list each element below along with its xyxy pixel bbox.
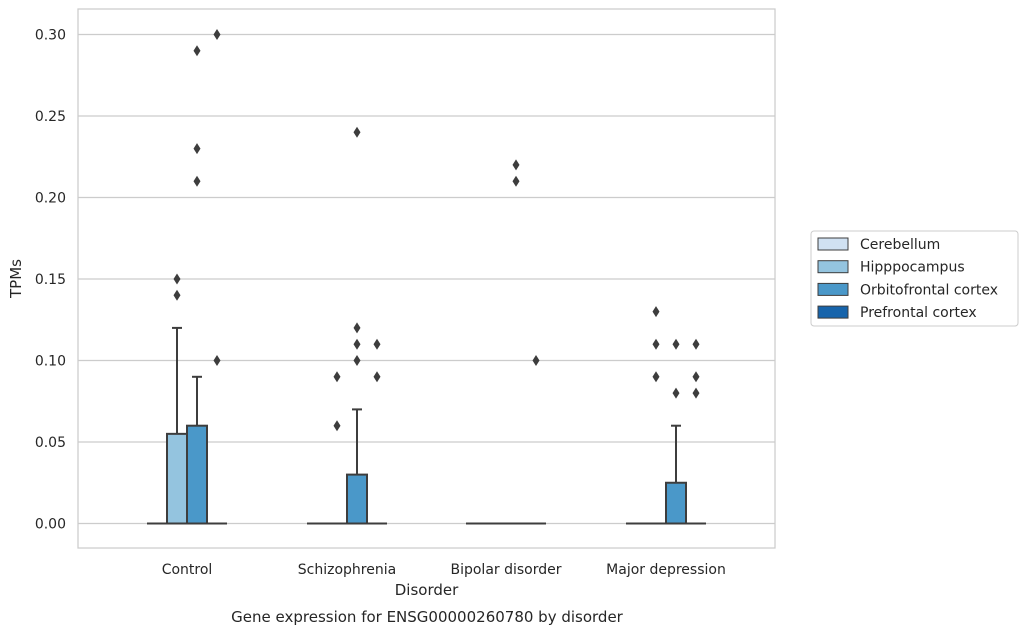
plot-frame: [77, 8, 776, 549]
x-axis-title: Disorder: [395, 581, 459, 599]
outlier-point: [512, 175, 520, 187]
y-tick-label: 0.15: [35, 272, 66, 288]
box-body: [346, 473, 368, 525]
outlier-point: [353, 355, 361, 366]
legend-label: Orbitofrontal cortex: [860, 282, 998, 298]
outlier-point: [692, 338, 700, 350]
outlier-point: [193, 175, 201, 187]
y-tick-label: 0.10: [35, 354, 66, 370]
box-1-3: [646, 306, 666, 525]
y-axis-title: TPMs: [7, 259, 25, 299]
outlier-point: [652, 306, 660, 318]
box-3-0: [207, 29, 227, 525]
outlier-point: [173, 289, 181, 301]
outlier-point: [672, 338, 680, 350]
x-tick-label: Schizophrenia: [298, 562, 396, 578]
outlier-point: [672, 387, 680, 399]
outlier-point: [353, 126, 361, 138]
box-2-1: [346, 126, 368, 525]
box-2-3: [665, 338, 687, 525]
y-tick-label: 0.25: [35, 109, 66, 125]
outlier-point: [692, 387, 700, 399]
outlier-point: [213, 29, 221, 40]
legend-swatch: [817, 305, 849, 319]
box-3-1: [367, 338, 387, 525]
box-body: [665, 481, 687, 525]
legend-label: Cerebellum: [860, 237, 940, 253]
outlier-point: [193, 45, 201, 57]
box-1-0: [166, 273, 188, 525]
outlier-point: [373, 371, 381, 383]
y-axis-ticks: 0.00 0.05 0.10 0.15 0.20 0.25 0.30: [35, 28, 66, 533]
legend-label: Prefrontal cortex: [860, 305, 977, 321]
legend-label: Hipppocampus: [860, 260, 965, 276]
box-2-0: [186, 45, 208, 525]
x-tick-label: Major depression: [606, 562, 726, 578]
y-tick-label: 0.00: [35, 517, 66, 533]
box-3-3: [686, 338, 706, 525]
outlier-point: [652, 338, 660, 350]
outlier-point: [512, 159, 520, 171]
outlier-point: [173, 273, 181, 285]
box-marks: [147, 29, 706, 525]
box-body: [166, 432, 188, 525]
legend-swatch: [817, 282, 849, 296]
legend-swatch: [817, 260, 849, 274]
legend-swatch: [817, 237, 849, 251]
chart-caption: Gene expression for ENSG00000260780 by d…: [231, 608, 624, 626]
legend: Cerebellum Hipppocampus Orbitofrontal cort…: [810, 230, 1019, 327]
outlier-point: [353, 322, 361, 334]
box-1-1: [327, 371, 347, 525]
y-tick-label: 0.30: [35, 28, 66, 44]
outlier-point: [692, 371, 700, 383]
y-tick-label: 0.20: [35, 191, 66, 207]
outlier-point: [333, 420, 341, 432]
outlier-point: [532, 355, 540, 366]
x-axis-ticks: Control Schizophrenia Bipolar disorder Majo…: [162, 562, 726, 578]
outlier-point: [333, 371, 341, 383]
outlier-point: [373, 338, 381, 350]
legend-frame: [810, 230, 1019, 327]
x-tick-label: Control: [162, 562, 213, 578]
outlier-point: [213, 355, 221, 366]
box-body: [186, 424, 208, 525]
outlier-point: [193, 143, 201, 155]
box-3-2: [526, 355, 546, 525]
x-tick-label: Bipolar disorder: [450, 562, 561, 578]
outlier-point: [652, 371, 660, 383]
y-tick-label: 0.05: [35, 435, 66, 451]
outlier-point: [353, 338, 361, 350]
box-2-2: [506, 159, 526, 525]
